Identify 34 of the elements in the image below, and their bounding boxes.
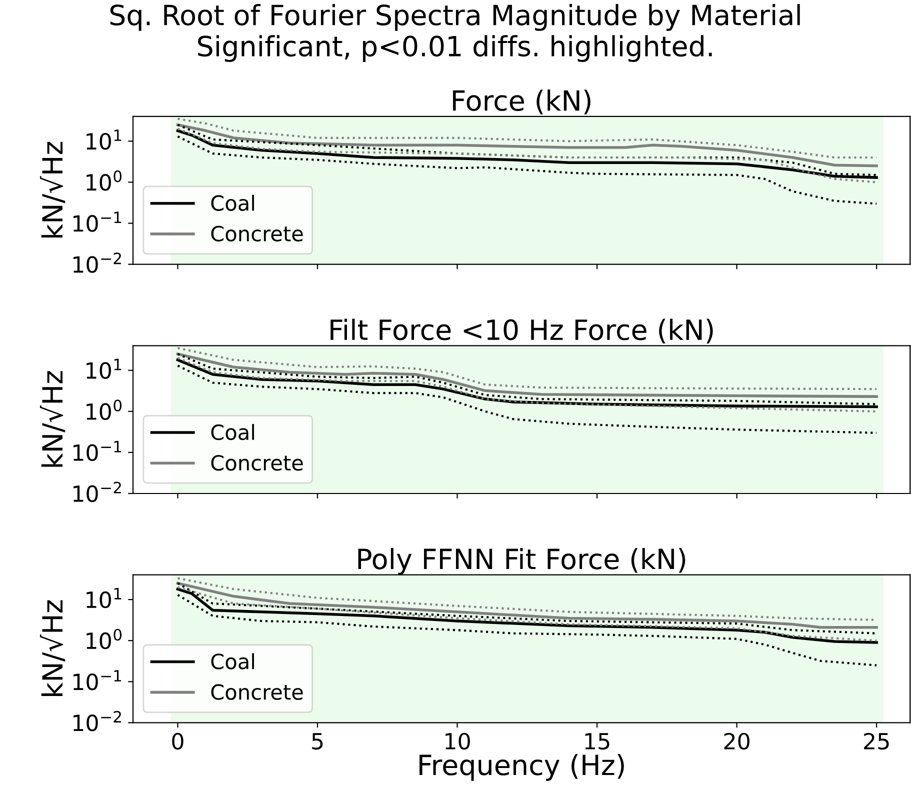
text: Sq. Root of Fourier Spectra Magnitude by Material Significant, p<0.01 diffs. highlighted. (110, 4, 800, 62)
legend-label: Concrete (211, 684, 303, 700)
x-tick-label: 25 (864, 732, 889, 750)
y-tick-label: 10$^{−1}$ (74, 440, 122, 462)
x-tick-label: 15 (585, 733, 610, 750)
y-tick-label: 10$^{−2}$ (74, 252, 121, 273)
y-tick-label: 10$^{−1}$ (74, 670, 122, 690)
chart-title: Force (kN) (453, 90, 590, 114)
y-tick-label: 10$^{1}$ (86, 130, 122, 150)
line-series (176, 346, 878, 390)
y-axis-title: kN/√Hz (40, 142, 66, 238)
y-tick-label: 10$^{1}$ (86, 358, 122, 379)
y-axis-title: kN/√Hz (40, 371, 66, 467)
y-axis-title: kN/√Hz (40, 600, 66, 696)
y-tick-label: 10$^{1}$ (86, 588, 122, 608)
legend-label: Coal (211, 194, 254, 211)
y-tick-label: 10$^{−2}$ (74, 482, 121, 502)
y-tick-label: 10$^{−2}$ (74, 710, 121, 732)
x-tick-label: 10 (446, 732, 470, 750)
x-tick-label: 0 (172, 732, 184, 750)
legend-label: Coal (211, 653, 254, 670)
chart-title: Poly FFNN Fit Force (kN) (358, 548, 686, 575)
legend-label: Concrete (211, 226, 303, 242)
y-tick-label: 10$^{−1}$ (74, 212, 122, 232)
y-tick-label: 10$^{0}$ (86, 170, 122, 191)
x-axis-title: Frequency (Hz) (420, 754, 624, 781)
legend-label: Concrete (211, 454, 303, 471)
x-tick-label: 20 (724, 732, 750, 750)
y-tick-label: 10$^{0}$ (86, 628, 122, 650)
chart-title: Filt Force <10 Hz Force (kN) (330, 318, 713, 344)
line-series (176, 118, 878, 159)
x-tick-label: 5 (312, 733, 323, 750)
legend-label: Coal (211, 424, 254, 440)
y-tick-label: 10$^{0}$ (86, 400, 122, 420)
